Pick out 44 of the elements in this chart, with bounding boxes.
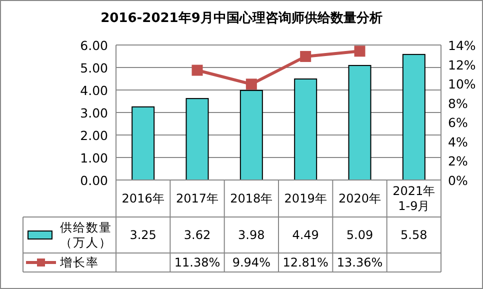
x-tick-label: 2018年 bbox=[230, 192, 273, 206]
data-label: 3.25 bbox=[130, 228, 156, 242]
y-tick-label: 0.00 bbox=[80, 172, 108, 188]
data-label: 4.49 bbox=[292, 228, 319, 242]
y-tick-label: 6.00 bbox=[80, 38, 108, 52]
y2-tick-label: 2% bbox=[448, 153, 468, 168]
y-tick-label: 3.00 bbox=[80, 105, 108, 120]
x-tick-label: 2016年 bbox=[122, 192, 164, 206]
point bbox=[192, 64, 203, 76]
bar bbox=[240, 90, 263, 180]
x-tick-label: 2021年1-9月 bbox=[392, 184, 436, 213]
y-tick-label: 1.00 bbox=[80, 150, 108, 165]
data-label: 9.94% bbox=[232, 256, 270, 270]
bar bbox=[132, 106, 155, 180]
y-tick-label: 2.00 bbox=[80, 128, 108, 142]
y2-tick-label: 8% bbox=[448, 95, 468, 110]
data-label: 12.81% bbox=[282, 256, 328, 270]
data-label: 11.38% bbox=[174, 256, 220, 270]
data-label: 3.62 bbox=[184, 228, 211, 242]
data-label: 5.09 bbox=[346, 228, 374, 242]
point bbox=[354, 46, 366, 57]
bar bbox=[402, 54, 426, 180]
x-tick-label: 2020年 bbox=[338, 192, 382, 206]
chart-title: 2016-2021年9月中国心理咨询师供给数量分析 bbox=[100, 10, 382, 26]
y2-tick-label: 0% bbox=[448, 172, 468, 188]
y-tick-label: 5.00 bbox=[80, 60, 108, 75]
bar bbox=[348, 64, 372, 180]
point bbox=[246, 78, 257, 90]
data-label: 13.36% bbox=[336, 256, 383, 270]
y2-tick-label: 14% bbox=[448, 38, 476, 52]
point bbox=[300, 50, 312, 62]
bar bbox=[186, 98, 209, 180]
legend-label: 供给数量（万人） bbox=[60, 220, 112, 250]
y2-tick-label: 4% bbox=[448, 134, 468, 149]
y2-tick-label: 6% bbox=[448, 114, 468, 130]
bar bbox=[294, 78, 318, 180]
data-label: 3.98 bbox=[238, 228, 265, 242]
legend-label: 增长率 bbox=[59, 256, 99, 270]
x-tick-label: 2019年 bbox=[284, 192, 327, 206]
y-tick-label: 4.00 bbox=[80, 82, 108, 98]
y2-tick-label: 10% bbox=[448, 76, 476, 92]
data-label: 5.58 bbox=[400, 228, 428, 242]
x-tick-label: 2017年 bbox=[176, 192, 219, 206]
y2-tick-label: 12% bbox=[448, 56, 476, 72]
